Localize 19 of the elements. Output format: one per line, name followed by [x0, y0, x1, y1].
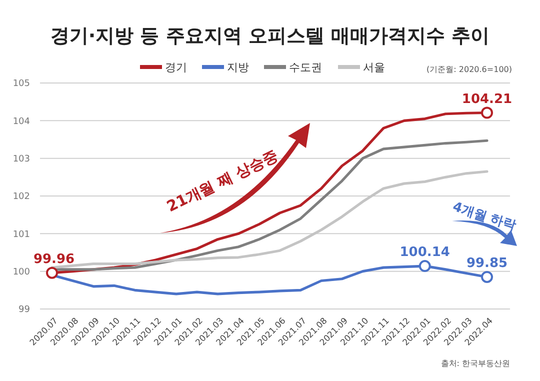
- annotation: 104.21: [462, 92, 512, 107]
- legend-label: 서울: [363, 61, 385, 74]
- y-tick-label: 104: [12, 116, 30, 127]
- y-tick-label: 100: [12, 267, 30, 278]
- y-tick-label: 105: [12, 79, 30, 90]
- annotation: 99.85: [466, 256, 508, 271]
- chart-title: 경기·지방 등 주요지역 오피스텔 매매가격지수 추이: [50, 25, 490, 47]
- y-tick-label: 101: [12, 230, 30, 240]
- legend-label: 지방: [227, 61, 249, 74]
- legend-label: 경기: [165, 61, 187, 74]
- y-tick-label: 99: [18, 305, 30, 316]
- y-tick-label: 103: [12, 154, 30, 164]
- annotation: 100.14: [400, 245, 450, 260]
- y-tick-label: 102: [12, 192, 30, 202]
- text: (기준월: 2020.6=100): [426, 65, 512, 74]
- legend-label: 수도권: [289, 61, 322, 74]
- annotation: 4개월 하락: [450, 200, 518, 234]
- source-note: 출처: 한국부동산원: [440, 359, 510, 368]
- annotation: 99.96: [33, 252, 75, 267]
